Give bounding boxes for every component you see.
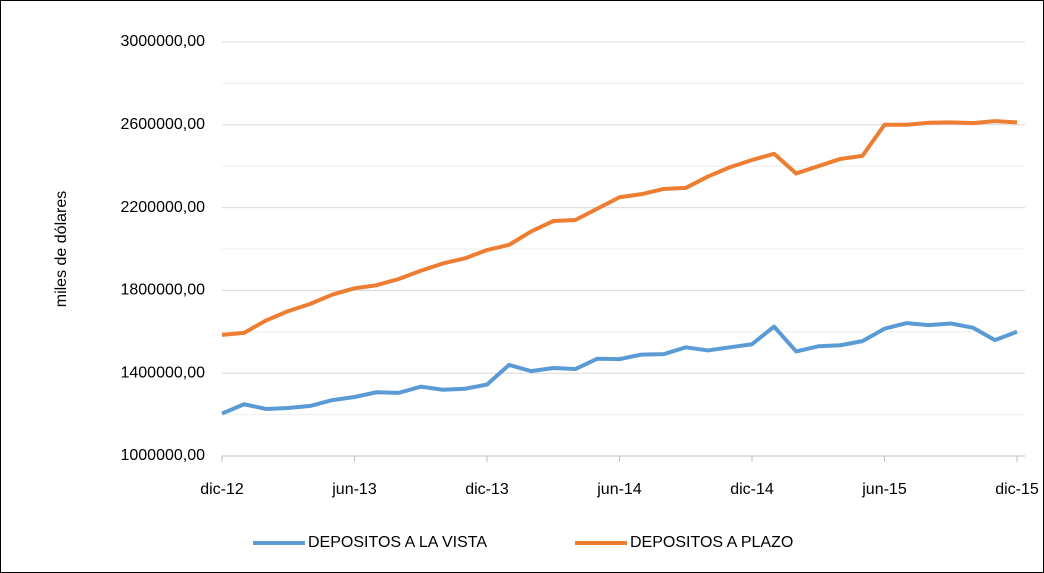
x-tick-label: dic-13 [465, 481, 509, 498]
x-tick-label: jun-14 [596, 481, 642, 498]
series-line [221, 119, 1018, 337]
x-tick-label: dic-14 [730, 481, 774, 498]
x-tick-label: jun-15 [861, 481, 907, 498]
x-tick-label: jun-13 [331, 481, 377, 498]
y-tick-label: 2200000,00 [120, 199, 205, 216]
x-tick-label: dic-12 [200, 481, 244, 498]
legend-label: DEPOSITOS A LA VISTA [308, 534, 487, 551]
y-tick-label: 2600000,00 [120, 116, 205, 133]
y-tick-label: 1400000,00 [120, 364, 205, 381]
legend-label: DEPOSITOS A PLAZO [630, 534, 793, 551]
y-axis-label: miles de dólares [53, 191, 70, 308]
y-tick-label: 3000000,00 [120, 33, 205, 50]
y-tick-label: 1800000,00 [120, 282, 205, 299]
y-tick-label: 1000000,00 [120, 447, 205, 464]
x-tick-label: dic-15 [995, 481, 1039, 498]
series-line [221, 321, 1018, 416]
